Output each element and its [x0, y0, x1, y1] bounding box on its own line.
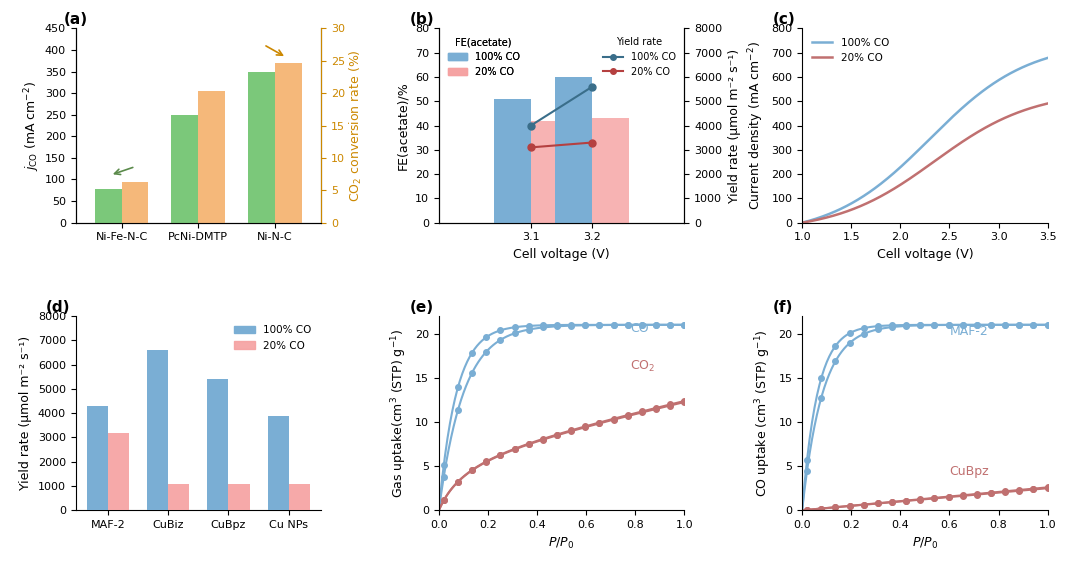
Y-axis label: Current density (mA cm$^{-2}$): Current density (mA cm$^{-2}$) — [746, 41, 766, 210]
Y-axis label: Yield rate (μmol m⁻² s⁻¹): Yield rate (μmol m⁻² s⁻¹) — [728, 48, 741, 202]
Bar — [248, 71, 275, 223]
Bar — [531, 121, 568, 223]
Text: (e): (e) — [409, 300, 433, 315]
X-axis label: $P/P_0$: $P/P_0$ — [912, 536, 939, 551]
Legend: 100% CO, 20% CO: 100% CO, 20% CO — [444, 33, 524, 81]
Bar — [108, 433, 129, 510]
Bar — [95, 189, 122, 223]
Bar — [268, 416, 288, 510]
X-axis label: Cell voltage (V): Cell voltage (V) — [513, 248, 610, 261]
Legend: 100% CO, 20% CO: 100% CO, 20% CO — [599, 33, 679, 81]
Legend: 100% CO, 20% CO: 100% CO, 20% CO — [230, 321, 315, 355]
Text: (f): (f) — [772, 300, 793, 315]
Bar — [288, 484, 310, 510]
Y-axis label: FE(acetate)/%: FE(acetate)/% — [396, 81, 409, 170]
Bar — [229, 484, 249, 510]
X-axis label: Cell voltage (V): Cell voltage (V) — [877, 248, 973, 261]
X-axis label: $P/P_0$: $P/P_0$ — [549, 536, 575, 551]
Bar — [275, 63, 302, 223]
Y-axis label: CO$_2$ conversion rate (%): CO$_2$ conversion rate (%) — [348, 49, 364, 202]
Bar — [555, 77, 592, 223]
Bar — [147, 350, 168, 510]
Y-axis label: Gas uptake(cm$^3$ (STP) g$^{-1}$): Gas uptake(cm$^3$ (STP) g$^{-1}$) — [390, 329, 409, 498]
Bar — [207, 379, 229, 510]
Bar — [86, 406, 108, 510]
Y-axis label: Yield rate (μmol m⁻² s⁻¹): Yield rate (μmol m⁻² s⁻¹) — [19, 336, 32, 490]
Text: (c): (c) — [772, 12, 796, 27]
Text: (d): (d) — [46, 300, 70, 315]
Text: (b): (b) — [409, 12, 434, 27]
Text: CO: CO — [631, 321, 649, 335]
Legend: 100% CO, 20% CO: 100% CO, 20% CO — [808, 33, 893, 67]
Text: CuBpz: CuBpz — [949, 466, 989, 479]
Y-axis label: CO uptake (cm$^3$ (STP) g$^{-1}$): CO uptake (cm$^3$ (STP) g$^{-1}$) — [753, 329, 773, 497]
Bar — [494, 99, 531, 223]
Bar — [168, 484, 189, 510]
Bar — [199, 91, 225, 223]
Bar — [592, 119, 629, 223]
Bar — [122, 181, 148, 223]
Bar — [172, 115, 199, 223]
Text: CO$_2$: CO$_2$ — [631, 359, 656, 374]
Text: (a): (a) — [64, 12, 87, 27]
Text: MAF-2: MAF-2 — [949, 325, 988, 338]
Y-axis label: $j_{\rm CO}$ (mA cm$^{-2}$): $j_{\rm CO}$ (mA cm$^{-2}$) — [23, 81, 42, 171]
